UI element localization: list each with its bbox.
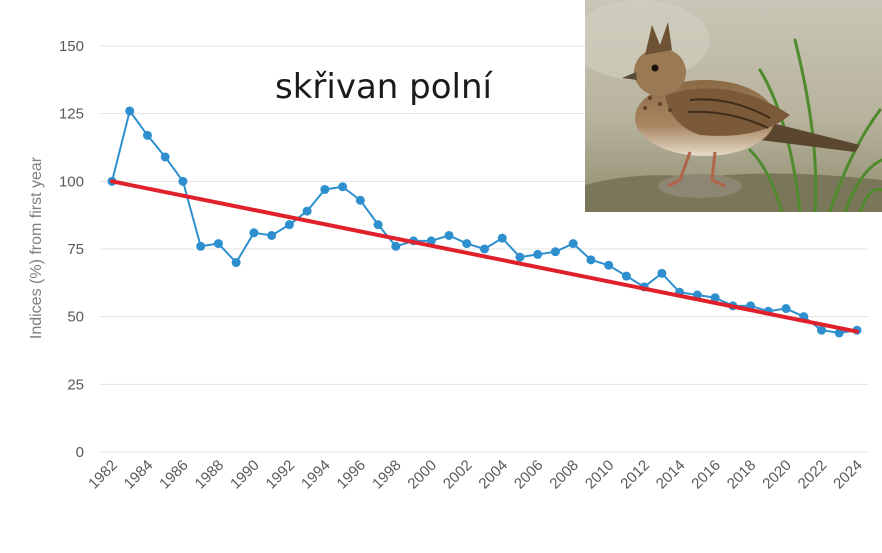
data-point [196, 241, 206, 251]
x-tick-label: 2006 [511, 457, 547, 493]
y-axis-ticks: 0 25 50 75 100 125 150 [59, 38, 84, 461]
x-tick-label: 1990 [227, 457, 263, 493]
data-point [355, 195, 365, 205]
data-point [142, 130, 152, 140]
data-point [338, 182, 348, 192]
x-tick-label: 2014 [653, 457, 689, 493]
x-tick-label: 1992 [263, 457, 299, 493]
data-point [267, 230, 277, 240]
trend-layer [110, 179, 859, 334]
y-tick-label: 50 [67, 309, 84, 326]
data-point [621, 271, 631, 281]
data-point [284, 220, 294, 230]
y-axis-label: Indices (%) from first year [28, 156, 45, 339]
data-point [604, 260, 614, 270]
data-point [568, 239, 578, 249]
x-tick-label: 1982 [85, 457, 121, 493]
y-tick-label: 0 [76, 444, 84, 461]
chart-title: skřivan polní [275, 67, 494, 107]
x-tick-label: 2022 [795, 457, 831, 493]
x-tick-label: 2020 [759, 457, 795, 493]
skylark-photo [585, 0, 882, 212]
gridlines [100, 45, 868, 453]
x-tick-label: 2010 [582, 457, 618, 493]
data-point [480, 244, 489, 254]
x-tick-label: 2012 [617, 457, 653, 493]
x-tick-label: 2016 [688, 457, 724, 493]
data-point [515, 252, 525, 262]
x-tick-label: 1988 [192, 457, 228, 493]
y-tick-label: 100 [59, 173, 84, 190]
data-point [533, 249, 543, 259]
x-tick-label: 1996 [334, 457, 370, 493]
data-point [231, 258, 241, 268]
x-tick-label: 2002 [440, 457, 476, 493]
data-point [462, 239, 472, 249]
x-tick-label: 1984 [121, 457, 157, 493]
data-point [657, 268, 667, 278]
x-tick-label: 2000 [404, 457, 440, 493]
data-point [391, 241, 401, 251]
trend-line [110, 179, 859, 334]
x-tick-label: 2018 [724, 457, 760, 493]
x-tick-label: 1986 [156, 457, 192, 493]
x-tick-label: 2004 [475, 457, 511, 493]
data-point [834, 328, 844, 338]
data-point [213, 239, 223, 249]
y-tick-label: 25 [67, 376, 84, 393]
x-axis-ticks: 1982 1984 1986 1988 1990 1992 1994 1996 1998 2000… [85, 457, 866, 493]
data-point [125, 106, 135, 116]
data-point [302, 206, 312, 216]
data-point [160, 152, 170, 162]
x-tick-label: 1998 [369, 457, 405, 493]
data-point [781, 304, 791, 314]
data-point [586, 255, 596, 265]
data-point [550, 247, 560, 257]
data-point [817, 325, 827, 335]
data-point [373, 220, 383, 230]
data-point [249, 228, 259, 238]
data-point [320, 184, 330, 194]
y-tick-label: 75 [67, 241, 84, 258]
y-tick-label: 150 [59, 38, 84, 55]
data-point [497, 233, 507, 243]
data-point [710, 293, 720, 303]
x-tick-label: 2008 [546, 457, 582, 493]
y-tick-label: 125 [59, 106, 84, 123]
data-point [426, 236, 436, 246]
data-point [444, 230, 454, 240]
data-point [178, 176, 188, 186]
x-tick-label: 2024 [830, 457, 866, 493]
x-tick-label: 1994 [298, 457, 334, 493]
